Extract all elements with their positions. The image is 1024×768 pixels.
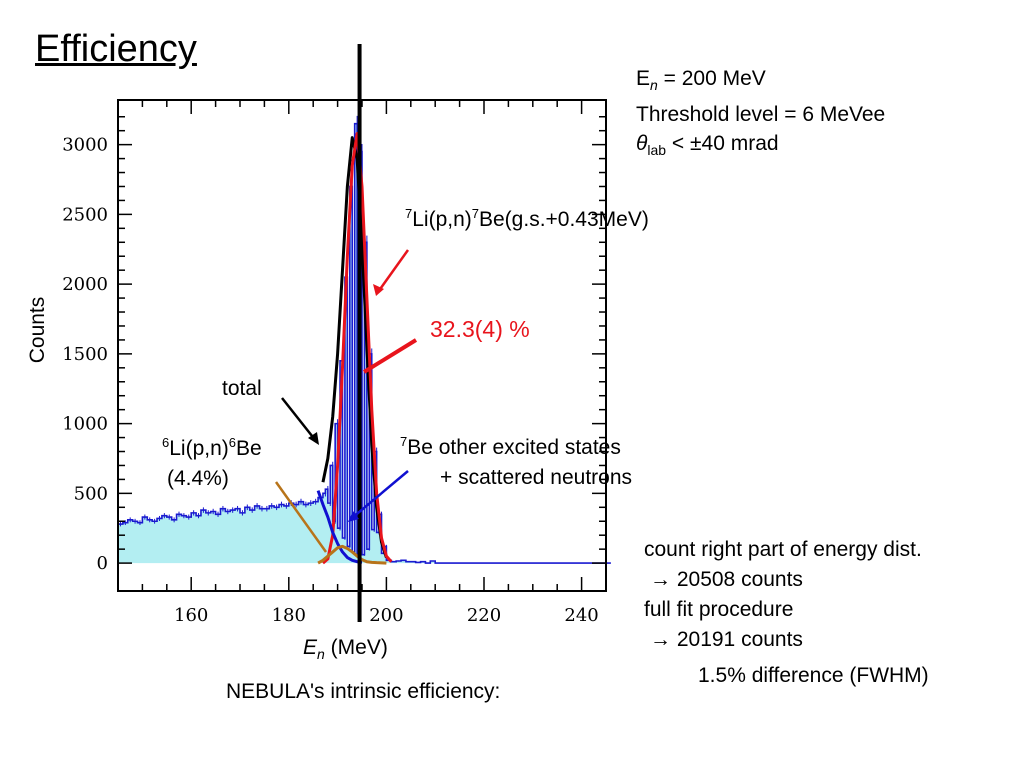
y-tick-label: 1000: [62, 414, 108, 435]
gs-fit-curve: [321, 131, 393, 565]
gs-label: 7Li(p,n)7Be(g.s.+0.43MeV): [405, 206, 649, 231]
li6-arrow: [274, 481, 328, 553]
slide-title: Efficiency: [35, 28, 197, 70]
y-axis-label: Counts: [26, 297, 49, 364]
li6-fit-curve: [317, 544, 387, 565]
note-difference: 1.5% difference (FWHM): [698, 664, 929, 687]
y-tick-label: 500: [74, 483, 108, 504]
li6-percent: (4.4%): [167, 467, 229, 490]
total-arrowhead: [308, 432, 319, 445]
y-tick-label: 1500: [62, 344, 108, 365]
y-tick-label: 2500: [62, 204, 108, 225]
excited-arrowhead: [348, 511, 359, 522]
x-tick-label: 240: [564, 605, 598, 626]
x-tick-label: 180: [272, 605, 306, 626]
x-tick-label: 160: [174, 605, 208, 626]
note-count-right: count right part of energy dist.: [644, 538, 922, 561]
caption: NEBULA's intrinsic efficiency:: [226, 680, 501, 703]
x-axis-label: En (MeV): [303, 636, 388, 663]
gs-arrow: [376, 249, 410, 293]
annotation-arrows: [274, 249, 418, 553]
run-conditions: En = 200 MeV Threshold level = 6 MeVee θ…: [636, 64, 885, 165]
note-fit: full fit procedure: [644, 598, 794, 621]
x-tick-label: 200: [369, 605, 403, 626]
y-tick-label: 0: [97, 553, 108, 574]
note-count-right-value: → 20508 counts: [650, 568, 803, 591]
gs-arrowhead: [373, 284, 384, 296]
y-tick-label: 3000: [62, 135, 108, 156]
axis-ticks-layer: 160 180 200 220 240 0 500 1000 1500 2000 2500 3000: [62, 100, 607, 626]
beam-energy-line: En = 200 MeV: [636, 67, 766, 94]
efficiency-arrow: [362, 338, 418, 374]
count-notes: count right part of energy dist. → 20508…: [644, 535, 929, 691]
histogram-line: [118, 122, 611, 564]
excited-label: 7Be other excited states + scattered neu…: [400, 427, 632, 493]
histogram-layer: [118, 115, 611, 564]
li6-label: 6Li(p,n)6Be (4.4%): [162, 428, 262, 494]
total-label: total: [222, 377, 262, 400]
excited-label-line2: + scattered neutrons: [440, 466, 633, 489]
y-tick-label: 2000: [62, 274, 108, 295]
total-arrow: [281, 397, 317, 442]
angle-cut-line: θlab < ±40 mrad: [636, 132, 779, 159]
excited-arrow: [351, 470, 409, 519]
efficiency-value: 32.3(4) %: [430, 316, 530, 342]
note-fit-value: → 20191 counts: [650, 628, 803, 651]
threshold-line: Threshold level = 6 MeVee: [636, 103, 886, 127]
x-tick-label: 220: [467, 605, 501, 626]
